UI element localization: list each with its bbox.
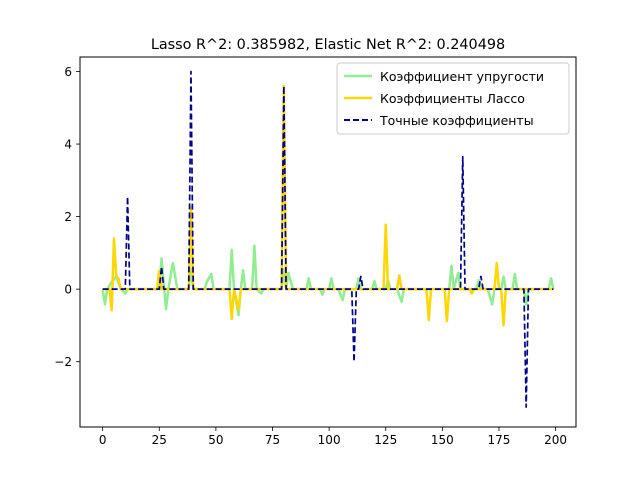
y-tick-label: −2 — [54, 355, 72, 369]
legend-label-2: Точные коэффициенты — [379, 113, 534, 128]
y-axis-ticks: −2 0 2 4 6 — [54, 65, 80, 369]
x-tick-label: 25 — [152, 433, 167, 447]
x-tick-label: 200 — [544, 433, 567, 447]
legend: Коэффициент упругости Коэффициенты Лассо… — [336, 62, 570, 135]
legend-label-0: Коэффициент упругости — [380, 69, 544, 84]
legend-label-1: Коэффициенты Лассо — [380, 91, 525, 106]
x-tick-label: 75 — [265, 433, 280, 447]
x-tick-label: 0 — [99, 433, 107, 447]
x-tick-label: 50 — [208, 433, 223, 447]
series-line-0 — [101, 244, 555, 317]
series-layer — [101, 70, 555, 408]
x-tick-label: 100 — [318, 433, 341, 447]
y-tick-label: 2 — [64, 210, 72, 224]
x-tick-label: 150 — [431, 433, 454, 447]
x-tick-label: 125 — [374, 433, 397, 447]
legend-box — [336, 62, 570, 135]
y-tick-label: 0 — [64, 283, 72, 297]
chart-title: Lasso R^2: 0.385982, Elastic Net R^2: 0.… — [151, 37, 505, 53]
x-axis-ticks: 0 25 50 75 100 125 150 175 200 — [99, 427, 567, 447]
y-tick-label: 4 — [64, 138, 72, 152]
series-line-2 — [102, 70, 554, 408]
y-tick-label: 6 — [64, 65, 72, 79]
plot-frame — [79, 56, 577, 428]
x-tick-label: 175 — [488, 433, 511, 447]
